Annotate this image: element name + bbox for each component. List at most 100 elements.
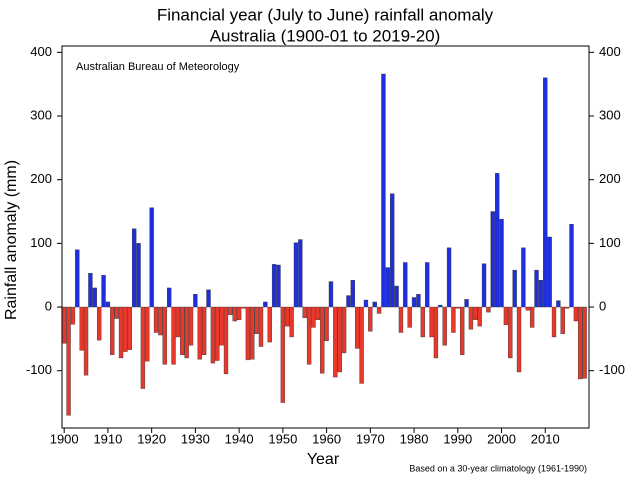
bar	[350, 280, 356, 308]
bar	[280, 306, 286, 403]
y-tick-label: 100	[30, 235, 52, 250]
bar	[302, 306, 307, 319]
x-tick-label: 1950	[268, 431, 297, 446]
y-axis-label: Rainfall anomaly (mm)	[3, 160, 20, 320]
bar	[188, 306, 194, 346]
bar	[75, 249, 80, 308]
bar	[481, 263, 487, 308]
bar	[206, 289, 211, 308]
bar	[333, 306, 338, 378]
bar	[162, 306, 167, 365]
bar	[582, 306, 587, 379]
bar	[83, 306, 89, 376]
bar	[245, 306, 251, 361]
bar	[464, 299, 469, 308]
bar	[263, 301, 268, 308]
bar	[569, 224, 574, 308]
bar	[62, 306, 67, 344]
bar	[197, 306, 202, 360]
bar	[153, 306, 159, 333]
bar	[551, 306, 557, 338]
bar	[228, 306, 233, 315]
bar	[425, 262, 430, 308]
bar	[158, 306, 163, 336]
bar	[473, 306, 478, 320]
bar	[381, 73, 386, 308]
y2-tick-label: 200	[599, 171, 621, 186]
chart-title: Financial year (July to June) rainfall a…	[157, 5, 494, 24]
bar	[560, 306, 565, 334]
plot-frame	[61, 45, 590, 429]
x-tick-label: 1970	[356, 431, 385, 446]
bar	[250, 306, 255, 360]
bar	[525, 306, 530, 311]
bar	[105, 301, 111, 308]
bar	[341, 306, 347, 354]
bar	[420, 306, 425, 338]
bar	[127, 306, 132, 350]
bar	[180, 306, 185, 355]
bar	[573, 306, 579, 322]
source: Australian Bureau of Meteorology	[76, 61, 240, 73]
y2-tick-label: -100	[599, 362, 625, 377]
y-tick-label: 400	[30, 44, 52, 59]
bar	[460, 306, 465, 355]
bar	[315, 306, 321, 320]
chart-title: Australia (1900-01 to 2019-20)	[210, 26, 441, 45]
bar	[376, 306, 382, 314]
note: Based on a 30-year climatology (1961-199…	[409, 463, 587, 473]
x-tick-label: 1930	[181, 431, 210, 446]
y2-tick-label: 400	[599, 44, 621, 59]
bar	[416, 294, 421, 308]
bar	[368, 306, 373, 332]
bar	[442, 306, 447, 346]
bar	[184, 306, 189, 359]
bar	[311, 306, 316, 328]
x-tick-label: 1990	[443, 431, 472, 446]
bar	[455, 306, 460, 309]
bar	[149, 207, 154, 308]
y2-tick-label: 300	[599, 107, 621, 122]
bar	[298, 239, 303, 308]
bar	[254, 306, 259, 334]
bar	[529, 306, 535, 328]
bar	[145, 306, 150, 362]
x-tick-label: 1910	[93, 431, 122, 446]
bar	[534, 269, 539, 308]
y-tick-label: 0	[45, 298, 52, 313]
bar	[363, 299, 369, 308]
bar	[337, 306, 342, 373]
bar	[123, 306, 128, 352]
bar	[110, 306, 115, 355]
bar	[407, 306, 412, 328]
bar	[433, 306, 439, 359]
bar	[411, 297, 417, 308]
bar	[543, 77, 548, 308]
bar	[385, 267, 390, 308]
bar	[521, 247, 526, 308]
bar	[503, 306, 509, 326]
bar	[320, 306, 325, 374]
bar	[193, 294, 198, 308]
bar	[394, 285, 399, 308]
bar	[293, 242, 299, 308]
bar	[538, 280, 544, 308]
bar	[285, 306, 290, 327]
bar	[70, 306, 76, 325]
bar	[477, 306, 482, 327]
x-axis-label: Year	[307, 451, 340, 468]
bar	[512, 269, 517, 308]
bar	[306, 306, 312, 365]
bar	[201, 306, 207, 355]
bar	[258, 306, 264, 347]
y2-tick-label: 100	[599, 235, 621, 250]
bar	[92, 287, 97, 308]
bar	[355, 306, 360, 349]
bar	[223, 306, 229, 375]
bar	[516, 306, 522, 373]
bar	[390, 193, 395, 308]
x-tick-label: 2000	[487, 431, 516, 446]
bar	[241, 306, 246, 309]
bar	[88, 273, 93, 308]
